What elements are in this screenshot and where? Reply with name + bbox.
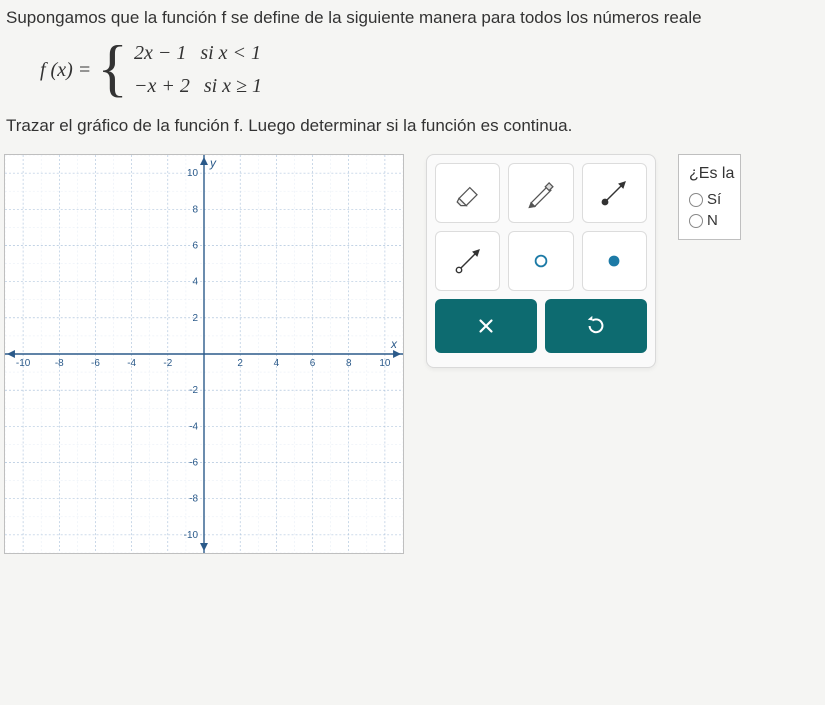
- svg-text:4: 4: [192, 277, 198, 288]
- svg-text:-10: -10: [184, 530, 199, 541]
- open-point-tool[interactable]: [508, 231, 573, 291]
- svg-text:2: 2: [192, 313, 198, 324]
- tool-palette: [426, 154, 656, 368]
- piecewise-definition: f (x) = { 2x − 1 si x < 1 −x + 2 si x ≥ …: [40, 42, 825, 98]
- svg-text:6: 6: [192, 240, 198, 251]
- svg-text:10: 10: [379, 358, 391, 369]
- option-yes[interactable]: Sí: [689, 191, 734, 208]
- clear-button[interactable]: [435, 299, 537, 353]
- svg-text:-10: -10: [16, 358, 31, 369]
- problem-intro: Supongamos que la función f se define de…: [4, 8, 825, 28]
- instruction: Trazar el gráfico de la función f. Luego…: [4, 116, 825, 136]
- eraser-tool[interactable]: [435, 163, 500, 223]
- svg-text:-6: -6: [189, 458, 198, 469]
- option-no-label: N: [707, 212, 718, 229]
- svg-text:-4: -4: [189, 421, 198, 432]
- svg-text:-8: -8: [55, 358, 64, 369]
- radio-icon: [689, 214, 703, 228]
- svg-text:-4: -4: [127, 358, 136, 369]
- function-lhs: f (x) =: [40, 59, 91, 82]
- case-1: 2x − 1 si x < 1: [134, 42, 262, 65]
- option-yes-label: Sí: [707, 191, 721, 208]
- pencil-tool[interactable]: [508, 163, 573, 223]
- ray-open-tool[interactable]: [435, 231, 500, 291]
- svg-text:2: 2: [237, 358, 243, 369]
- svg-text:4: 4: [274, 358, 280, 369]
- svg-text:-6: -6: [91, 358, 100, 369]
- svg-text:y: y: [209, 156, 217, 170]
- coordinate-grid[interactable]: -10 -8 -6 -4 -2 2 4 6 8 10 -10 -8 -6 -4 -2 2 4 6 8 10 x y: [4, 154, 404, 554]
- svg-text:-2: -2: [189, 385, 198, 396]
- answer-question: ¿Es la: [689, 165, 734, 183]
- svg-text:8: 8: [192, 204, 198, 215]
- option-no[interactable]: N: [689, 212, 734, 229]
- svg-text:x: x: [390, 337, 398, 351]
- radio-icon: [689, 193, 703, 207]
- case-2: −x + 2 si x ≥ 1: [134, 75, 262, 98]
- case-1-cond: si x < 1: [200, 42, 261, 65]
- brace: {: [97, 42, 128, 93]
- svg-text:8: 8: [346, 358, 352, 369]
- svg-text:-2: -2: [163, 358, 172, 369]
- case-2-cond: si x ≥ 1: [204, 75, 262, 98]
- closed-point-tool[interactable]: [582, 231, 647, 291]
- case-1-expr: 2x − 1: [134, 42, 186, 65]
- case-2-expr: −x + 2: [134, 75, 190, 98]
- svg-text:-8: -8: [189, 494, 198, 505]
- answer-panel: ¿Es la Sí N: [678, 154, 741, 240]
- svg-text:6: 6: [310, 358, 316, 369]
- grid-svg: -10 -8 -6 -4 -2 2 4 6 8 10 -10 -8 -6 -4 -2 2 4 6 8 10 x y: [5, 155, 403, 553]
- svg-text:10: 10: [187, 168, 199, 179]
- ray-closed-tool[interactable]: [582, 163, 647, 223]
- undo-button[interactable]: [545, 299, 647, 353]
